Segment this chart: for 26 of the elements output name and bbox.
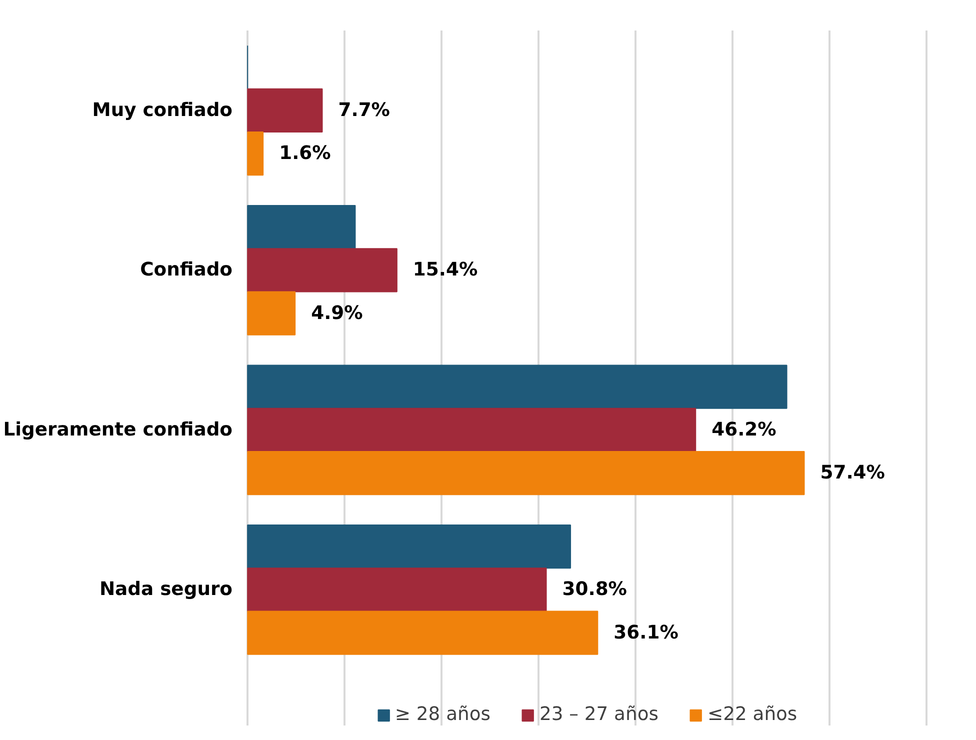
bar bbox=[247, 291, 296, 336]
bar bbox=[247, 131, 264, 176]
bar bbox=[247, 204, 356, 250]
legend-label: ≤22 años bbox=[707, 704, 798, 725]
bar bbox=[247, 450, 805, 496]
data-label: 30.8% bbox=[562, 579, 628, 600]
y-tick-label: Ligeramente confiado bbox=[3, 419, 233, 440]
data-label: 15.4% bbox=[412, 260, 478, 281]
data-label: 57.4% bbox=[820, 462, 886, 484]
bar bbox=[247, 248, 398, 292]
bar bbox=[247, 88, 323, 132]
bar bbox=[247, 408, 696, 452]
legend-label: ≥ 28 años bbox=[394, 704, 490, 725]
data-label: 4.9% bbox=[311, 302, 364, 324]
data-label: 36.1% bbox=[614, 622, 679, 644]
data-label: 46.2% bbox=[712, 419, 777, 440]
legend-label: 23 – 27 años bbox=[539, 704, 658, 725]
data-label: 7.7% bbox=[338, 100, 390, 121]
y-tick-label: Confiado bbox=[140, 260, 233, 281]
bar bbox=[247, 568, 547, 612]
y-tick-label: Nada seguro bbox=[99, 579, 233, 600]
data-label: 1.6% bbox=[279, 143, 332, 164]
bar bbox=[247, 364, 788, 409]
bar bbox=[247, 610, 598, 655]
y-tick-label: Muy confiado bbox=[92, 100, 233, 121]
bar bbox=[247, 524, 572, 569]
